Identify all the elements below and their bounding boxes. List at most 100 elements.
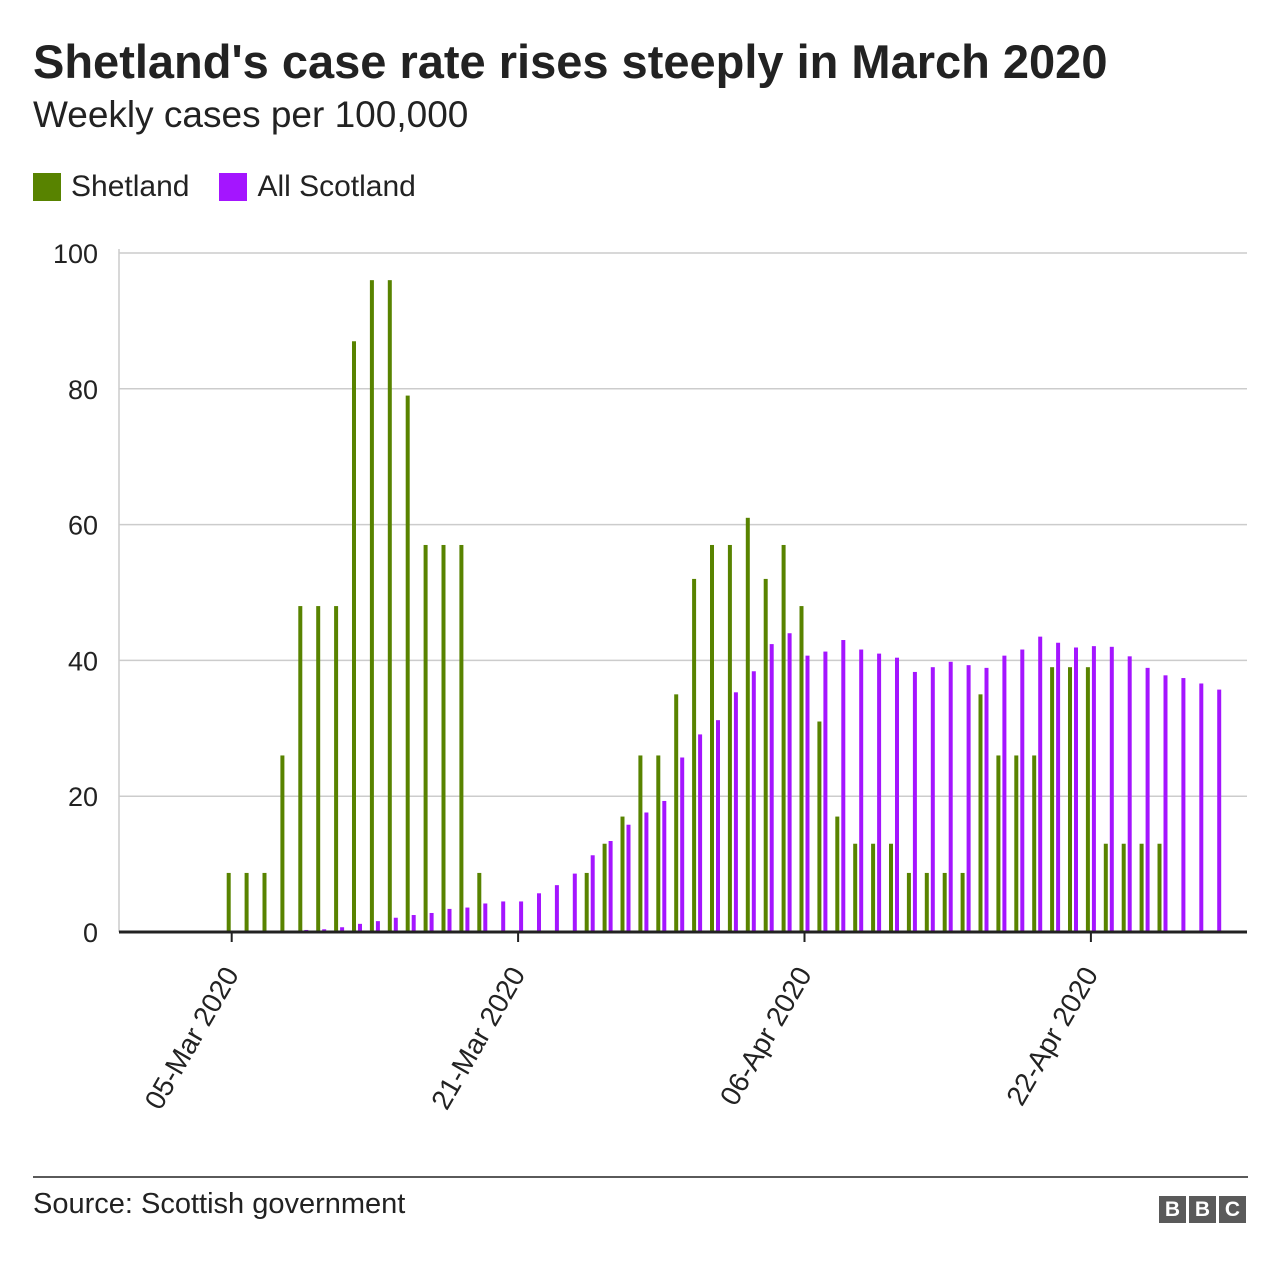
bar-shetland <box>727 544 732 932</box>
bbc-logo-letter: B <box>1159 1196 1186 1223</box>
bar-shetland <box>674 694 679 932</box>
bar-shetland <box>316 606 321 932</box>
bar-all-scotland <box>340 927 345 932</box>
legend-swatch-all-scotland <box>219 173 248 201</box>
bar-all-scotland <box>1145 667 1150 932</box>
bar-all-scotland <box>483 903 488 932</box>
source-note: Source: Scottish government <box>33 1188 406 1220</box>
bar-all-scotland <box>465 907 470 932</box>
bar-all-scotland <box>984 667 989 932</box>
bar-shetland <box>298 606 303 932</box>
bar-shetland <box>906 872 911 932</box>
bar-shetland <box>942 872 947 932</box>
bar-shetland <box>244 872 249 932</box>
bar-shetland <box>656 755 661 932</box>
bar-shetland <box>620 816 625 932</box>
bar-all-scotland <box>823 651 828 932</box>
legend-item-shetland: Shetland <box>33 170 189 204</box>
bar-shetland <box>1157 843 1162 932</box>
bar-all-scotland <box>1056 642 1061 932</box>
bar-all-scotland <box>393 917 398 932</box>
bar-all-scotland <box>662 800 667 932</box>
bar-shetland <box>710 544 714 932</box>
bar-all-scotland <box>447 908 452 932</box>
bar-all-scotland <box>626 824 631 932</box>
bar-all-scotland <box>1127 656 1132 932</box>
y-tick-label: 0 <box>83 918 98 948</box>
bar-all-scotland <box>1091 646 1096 932</box>
bar-all-scotland <box>644 812 649 932</box>
bar-shetland <box>477 872 482 932</box>
bar-all-scotland <box>948 661 953 932</box>
bar-shetland <box>1014 755 1019 932</box>
bar-shetland <box>924 872 929 932</box>
bar-shetland <box>405 395 410 933</box>
bar-all-scotland <box>501 901 506 932</box>
bar-shetland <box>1121 843 1126 932</box>
bar-shetland <box>960 872 965 932</box>
y-tick-label: 80 <box>68 375 98 405</box>
bar-all-scotland <box>769 644 774 932</box>
bar-all-scotland <box>411 915 416 932</box>
bar-all-scotland <box>787 633 792 932</box>
bar-all-scotland <box>930 667 935 932</box>
bar-shetland <box>441 544 446 932</box>
bar-shetland <box>369 280 374 932</box>
bar-shetland <box>1103 843 1108 932</box>
bar-all-scotland <box>554 885 559 932</box>
legend-item-all-scotland: All Scotland <box>219 170 416 204</box>
bar-shetland <box>387 280 392 932</box>
bar-all-scotland <box>537 893 541 932</box>
bar-all-scotland <box>751 671 756 932</box>
bar-shetland <box>853 843 858 932</box>
legend-label-shetland: Shetland <box>71 170 190 203</box>
bar-shetland <box>584 872 589 932</box>
bar-shetland <box>262 872 267 932</box>
bar-all-scotland <box>358 923 362 932</box>
bar-shetland <box>1032 755 1037 932</box>
bar-all-scotland <box>912 671 917 932</box>
bar-all-scotland <box>841 640 846 932</box>
bar-all-scotland <box>1181 678 1186 932</box>
bbc-logo-letter: B <box>1189 1196 1216 1223</box>
bar-shetland <box>423 544 428 932</box>
y-tick-label: 20 <box>68 782 98 812</box>
bar-all-scotland <box>608 841 613 932</box>
bar-shetland <box>352 341 356 932</box>
chart-title: Shetland's case rate rises steeply in Ma… <box>33 35 1108 88</box>
bar-shetland <box>978 694 983 932</box>
bar-all-scotland <box>716 720 720 932</box>
bar-all-scotland <box>1002 655 1007 932</box>
bar-chart: 0 20 40 60 80 100 05-Mar 2020 21-Mar 2020 06-Apr… <box>53 239 1247 1115</box>
bbc-logo-letter: C <box>1219 1196 1246 1223</box>
bar-shetland <box>334 606 339 932</box>
x-tick-label: 21-Mar 2020 <box>425 962 531 1115</box>
bar-shetland <box>280 755 285 932</box>
bar-all-scotland <box>877 653 882 932</box>
bar-all-scotland <box>733 692 738 932</box>
bar-all-scotland <box>1109 646 1114 932</box>
bar-shetland <box>835 816 840 932</box>
legend-label-all-scotland: All Scotland <box>257 170 416 203</box>
bar-shetland <box>799 606 804 932</box>
bar-all-scotland <box>698 734 703 932</box>
bar-all-scotland <box>966 665 971 932</box>
bar-shetland <box>1139 843 1144 932</box>
bar-all-scotland <box>1020 649 1025 932</box>
bar-all-scotland <box>895 657 899 932</box>
y-tick-label: 60 <box>68 511 98 541</box>
bar-shetland <box>1085 667 1090 932</box>
footer-divider <box>33 1176 1248 1178</box>
x-tick-label: 22-Apr 2020 <box>1000 962 1104 1111</box>
bar-all-scotland <box>680 757 685 932</box>
bar-all-scotland <box>1217 689 1222 932</box>
bar-all-scotland <box>1199 683 1204 932</box>
legend-swatch-shetland <box>33 173 61 201</box>
bar-all-scotland <box>572 873 577 932</box>
bar-all-scotland <box>590 855 595 932</box>
bar-shetland <box>996 755 1001 932</box>
bar-shetland <box>889 843 893 932</box>
bar-shetland <box>459 544 464 932</box>
bar-shetland <box>692 578 697 932</box>
bar-all-scotland <box>429 912 434 932</box>
